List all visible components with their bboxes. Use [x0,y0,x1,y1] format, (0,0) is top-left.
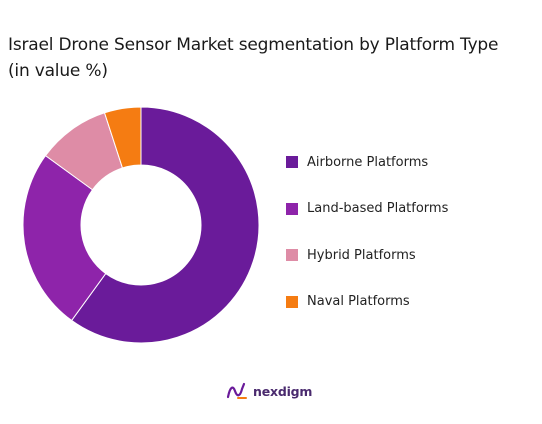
donut-chart [22,106,260,344]
legend-swatch-airborne [286,156,298,168]
legend-item-airborne: Airborne Platforms [286,150,448,174]
donut-slice-naval-platforms [103,106,142,169]
legend-label-hybrid: Hybrid Platforms [307,247,416,263]
legend-swatch-naval [286,295,298,308]
legend-swatch-hybrid [286,249,298,261]
legend-item-land-based: Land-based Platforms [286,197,448,221]
chart-title: Israel Drone Sensor Market segmentation … [8,35,499,81]
nexdigm-logo-icon [226,382,247,399]
legend-label-land-based: Land-based Platforms [307,201,449,216]
donut-slice-airborne-platforms [70,106,260,344]
legend-swatch-land-based [286,202,298,215]
chart-legend: Airborne Platforms Land-based Platforms … [286,150,448,336]
legend-label-airborne: Airborne Platforms [307,154,429,170]
brand-logo: nexdigm [226,381,312,401]
legend-item-naval: Naval Platforms [286,290,448,314]
legend-item-hybrid: Hybrid Platforms [286,243,448,267]
legend-label-naval: Naval Platforms [307,294,410,309]
brand-name: nexdigm [253,383,313,399]
donut-slice-land-based-platforms [22,154,107,322]
